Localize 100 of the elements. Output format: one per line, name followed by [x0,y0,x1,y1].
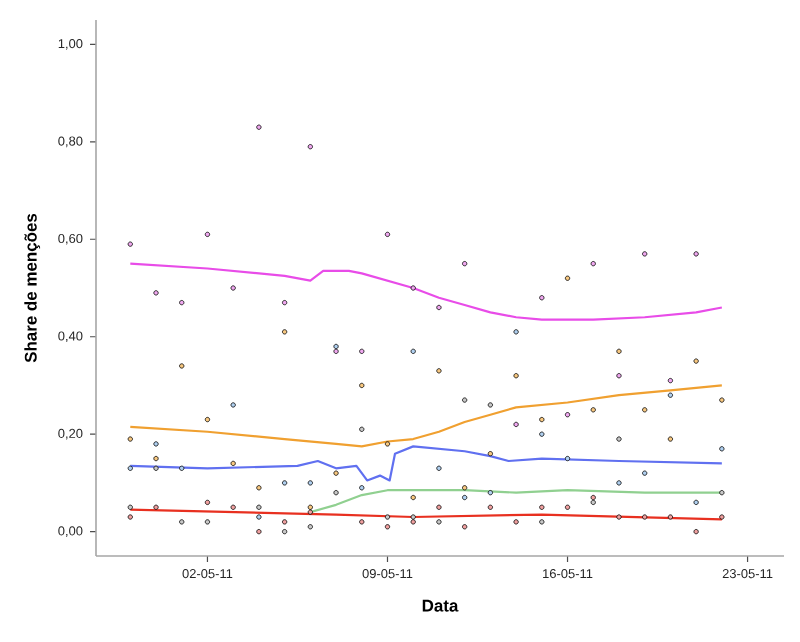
point [564,275,571,281]
point [616,514,622,520]
point [127,465,133,471]
point [384,441,391,447]
x-axis-title: Data [422,599,459,612]
point [487,402,493,408]
point [204,416,211,423]
point [513,421,519,428]
point [179,300,185,306]
point [230,504,236,510]
point [642,470,648,476]
point [127,241,133,247]
point [642,514,648,520]
point [153,455,159,462]
point [410,285,416,291]
point [513,373,519,379]
point [719,446,725,452]
point [127,504,133,510]
point [436,519,442,525]
point [719,514,725,520]
point [667,392,673,398]
point [539,504,545,510]
point [179,519,185,525]
point [590,499,596,505]
point [282,329,288,335]
point [153,504,159,510]
line-series [129,384,723,448]
point [359,426,365,432]
point [410,519,416,525]
point [693,499,699,505]
point [462,494,468,501]
point [333,470,339,476]
point [333,343,339,350]
point [384,231,391,237]
point [230,402,236,408]
point [410,348,416,354]
point [616,436,622,442]
point [153,441,159,447]
point [333,490,339,496]
point [359,382,365,389]
point [513,519,519,525]
point [410,494,416,501]
point [204,519,211,525]
point [359,519,365,525]
point [462,397,468,403]
point [616,373,622,379]
point [384,524,391,530]
point [487,490,493,496]
point [462,524,468,530]
point [127,514,133,520]
point [719,397,725,403]
point [719,490,725,496]
point [307,504,313,510]
point [616,348,622,354]
point [359,485,365,491]
point [539,519,545,525]
point [590,494,596,501]
point [333,348,339,354]
point [436,368,442,374]
point [179,363,185,369]
point [256,485,262,491]
point [436,465,442,471]
point [153,290,159,296]
point [256,504,262,510]
point [359,348,365,354]
point [282,529,288,535]
point [487,504,493,510]
point [230,285,236,291]
point [487,451,493,457]
point [564,455,571,462]
point [693,251,699,257]
point [693,358,699,364]
point [667,436,673,442]
point [204,231,211,237]
point [282,480,288,486]
point [230,460,236,467]
point [564,504,571,510]
point [410,514,416,520]
point [462,261,468,267]
point [513,329,519,335]
point [256,514,262,520]
point [179,465,185,471]
point [384,514,391,520]
point [667,377,673,384]
point [539,431,545,437]
point [564,412,571,418]
point [282,519,288,525]
point [590,407,596,413]
point [307,144,313,150]
point [616,480,622,486]
point [153,465,159,471]
point [256,124,262,130]
point [539,416,545,423]
point [307,524,313,530]
point [204,499,211,505]
point [282,300,288,306]
point [539,295,545,301]
point [256,529,262,535]
point [642,407,648,413]
point [667,514,673,520]
